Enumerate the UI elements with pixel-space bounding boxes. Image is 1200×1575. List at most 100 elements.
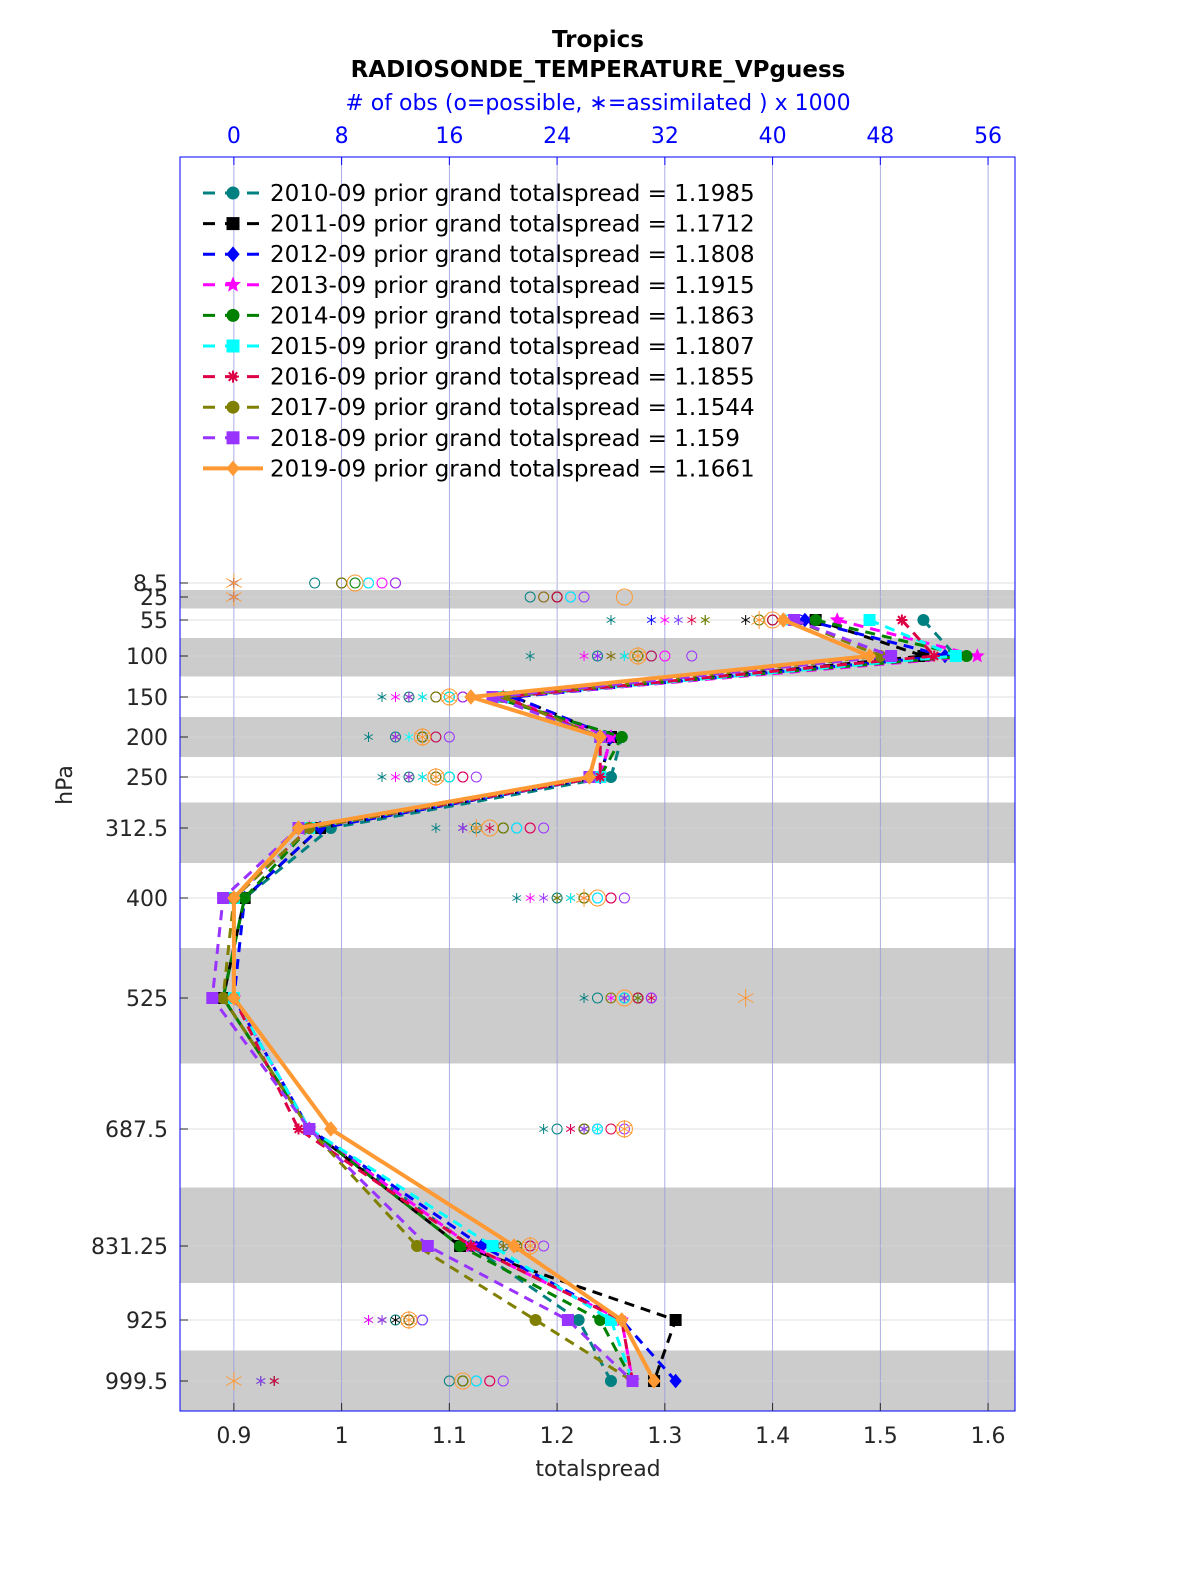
series-line-1 — [221, 618, 959, 1382]
y-tick-label: 100 — [126, 645, 168, 670]
obs-possible-marker — [578, 591, 590, 603]
obs-assimilated-stroke — [592, 1126, 603, 1132]
obs-assimilated-marker — [431, 823, 441, 833]
y-tick-label: 687.5 — [105, 1118, 168, 1143]
obs-possible-marker — [538, 822, 550, 834]
obs-assimilated-marker — [539, 893, 549, 903]
obs-assimilated-stroke — [575, 893, 593, 903]
obs-possible-marker — [524, 591, 536, 603]
obs-assimilated-marker — [619, 993, 630, 1003]
legend-swatch-marker — [227, 370, 239, 383]
obs-assimilated-stroke — [539, 895, 549, 901]
series-point-8 — [529, 1314, 542, 1326]
obs-assimilated-marker — [525, 893, 535, 903]
obs-assimilated-stroke — [525, 653, 535, 659]
axis-ticks: 0.9 1 1.1 1.2 1.3 1.4 1.5 1.60 8 16 24 32 40 48 568.52… — [91, 124, 1006, 1449]
obs-assimilated-stroke — [512, 895, 522, 901]
series-line-10 — [231, 618, 871, 1382]
obs-assimilated-marker — [606, 651, 616, 661]
legend-label: 2015-09 prior grand totalspread = 1.1807 — [270, 334, 755, 360]
obs-possible-marker — [551, 591, 563, 603]
legend-swatch-marker — [226, 400, 240, 414]
obs-assimilated-stroke — [579, 653, 589, 659]
obs-assimilated-stroke — [404, 774, 414, 780]
y-tick-label: 250 — [126, 766, 168, 791]
obs-assimilated-stroke — [592, 653, 603, 659]
series-point-5 — [615, 731, 628, 743]
obs-assimilated-marker — [417, 772, 427, 782]
obs-possible-marker — [457, 1375, 469, 1387]
obs-assimilated-marker — [485, 823, 495, 833]
obs-assimilated-marker — [751, 611, 768, 629]
obs-assimilated-marker — [565, 1124, 576, 1134]
x-tick-label: 1.1 — [432, 1424, 467, 1449]
series-point-10 — [324, 1121, 338, 1137]
top-axis-label: # of obs (o=possible, ∗=assimilated ) x … — [345, 91, 850, 116]
legend-swatch-marker — [225, 276, 241, 292]
series-point-10 — [776, 612, 791, 628]
obs-possible-marker — [686, 650, 698, 662]
obs-assimilated-stroke — [525, 895, 535, 901]
x-tick-label: 1 — [335, 1424, 349, 1449]
marker-asterisk-stroke — [929, 651, 939, 661]
obs-assimilated-stroke — [741, 617, 751, 623]
obs-possible-marker — [592, 992, 603, 1004]
series-point-9 — [626, 1375, 639, 1387]
series-point-10 — [862, 648, 877, 664]
marker-asterisk-stroke — [897, 615, 907, 625]
series-point-10 — [507, 1238, 521, 1254]
obs-assimilated-marker — [579, 651, 589, 661]
obs-assimilated-stroke — [225, 578, 242, 588]
obs-possible-marker — [443, 731, 455, 743]
legend-label: 2016-09 prior grand totalspread = 1.1855 — [270, 365, 755, 391]
series-line-9 — [210, 618, 892, 1383]
series-point-7 — [293, 1123, 305, 1135]
obs-assimilated-stroke — [498, 1243, 508, 1249]
series-point-1 — [917, 614, 930, 626]
level-band — [180, 948, 1015, 1064]
obs-assimilated-marker — [377, 692, 387, 702]
marker-asterisk-stroke — [293, 1124, 304, 1134]
marker-asterisk-stroke — [466, 1241, 476, 1251]
legend-label: 2013-09 prior grand totalspread = 1.1915 — [270, 273, 755, 299]
obs-possible-marker — [454, 1372, 472, 1390]
y-tick-label: 400 — [126, 887, 168, 912]
marker-asterisk-stroke — [595, 772, 605, 782]
obs-assimilated-stroke — [269, 1378, 279, 1384]
obs-assimilated-stroke — [390, 694, 401, 700]
obs-assimilated-marker — [427, 768, 444, 786]
obs-assimilated-marker — [498, 1241, 508, 1251]
series-point-9 — [303, 1123, 316, 1135]
obs-assimilated-marker — [575, 889, 593, 907]
series-point-7 — [896, 614, 908, 626]
top-tick-label: 0 — [227, 124, 241, 149]
obs-assimilated-marker — [458, 823, 468, 833]
chart-title-line2: RADIOSONDE_TEMPERATURE_VPguess — [351, 57, 846, 83]
obs-assimilated-marker — [363, 732, 374, 742]
legend-label: 2010-09 prior grand totalspread = 1.1985 — [270, 181, 755, 207]
obs-assimilated-marker — [525, 651, 535, 661]
obs-assimilated-marker — [660, 615, 670, 625]
obs-assimilated-stroke — [390, 1317, 401, 1323]
obs-assimilated-stroke — [646, 617, 656, 623]
series-point-10 — [582, 769, 597, 785]
series-point-8 — [217, 992, 230, 1004]
obs-assimilated-marker — [363, 1315, 374, 1325]
x-tick-label: 1.4 — [755, 1424, 790, 1449]
obs-assimilated-stroke — [633, 995, 643, 1001]
y-tick-label: 55 — [140, 609, 168, 634]
obs-possible-marker — [349, 577, 361, 589]
series-point-1 — [572, 1314, 585, 1326]
obs-possible-marker — [551, 1123, 563, 1135]
obs-assimilated-stroke — [646, 995, 656, 1001]
obs-possible-marker — [309, 577, 321, 589]
obs-assimilated-marker — [414, 728, 431, 746]
legend-label: 2011-09 prior grand totalspread = 1.1712 — [270, 212, 755, 238]
obs-assimilated-stroke — [552, 895, 562, 901]
series-point-7 — [928, 650, 940, 662]
obs-assimilated-marker — [390, 772, 401, 782]
obs-assimilated-stroke — [606, 995, 616, 1001]
obs-assimilated-marker — [646, 993, 656, 1003]
legend-swatch-marker — [226, 217, 240, 231]
